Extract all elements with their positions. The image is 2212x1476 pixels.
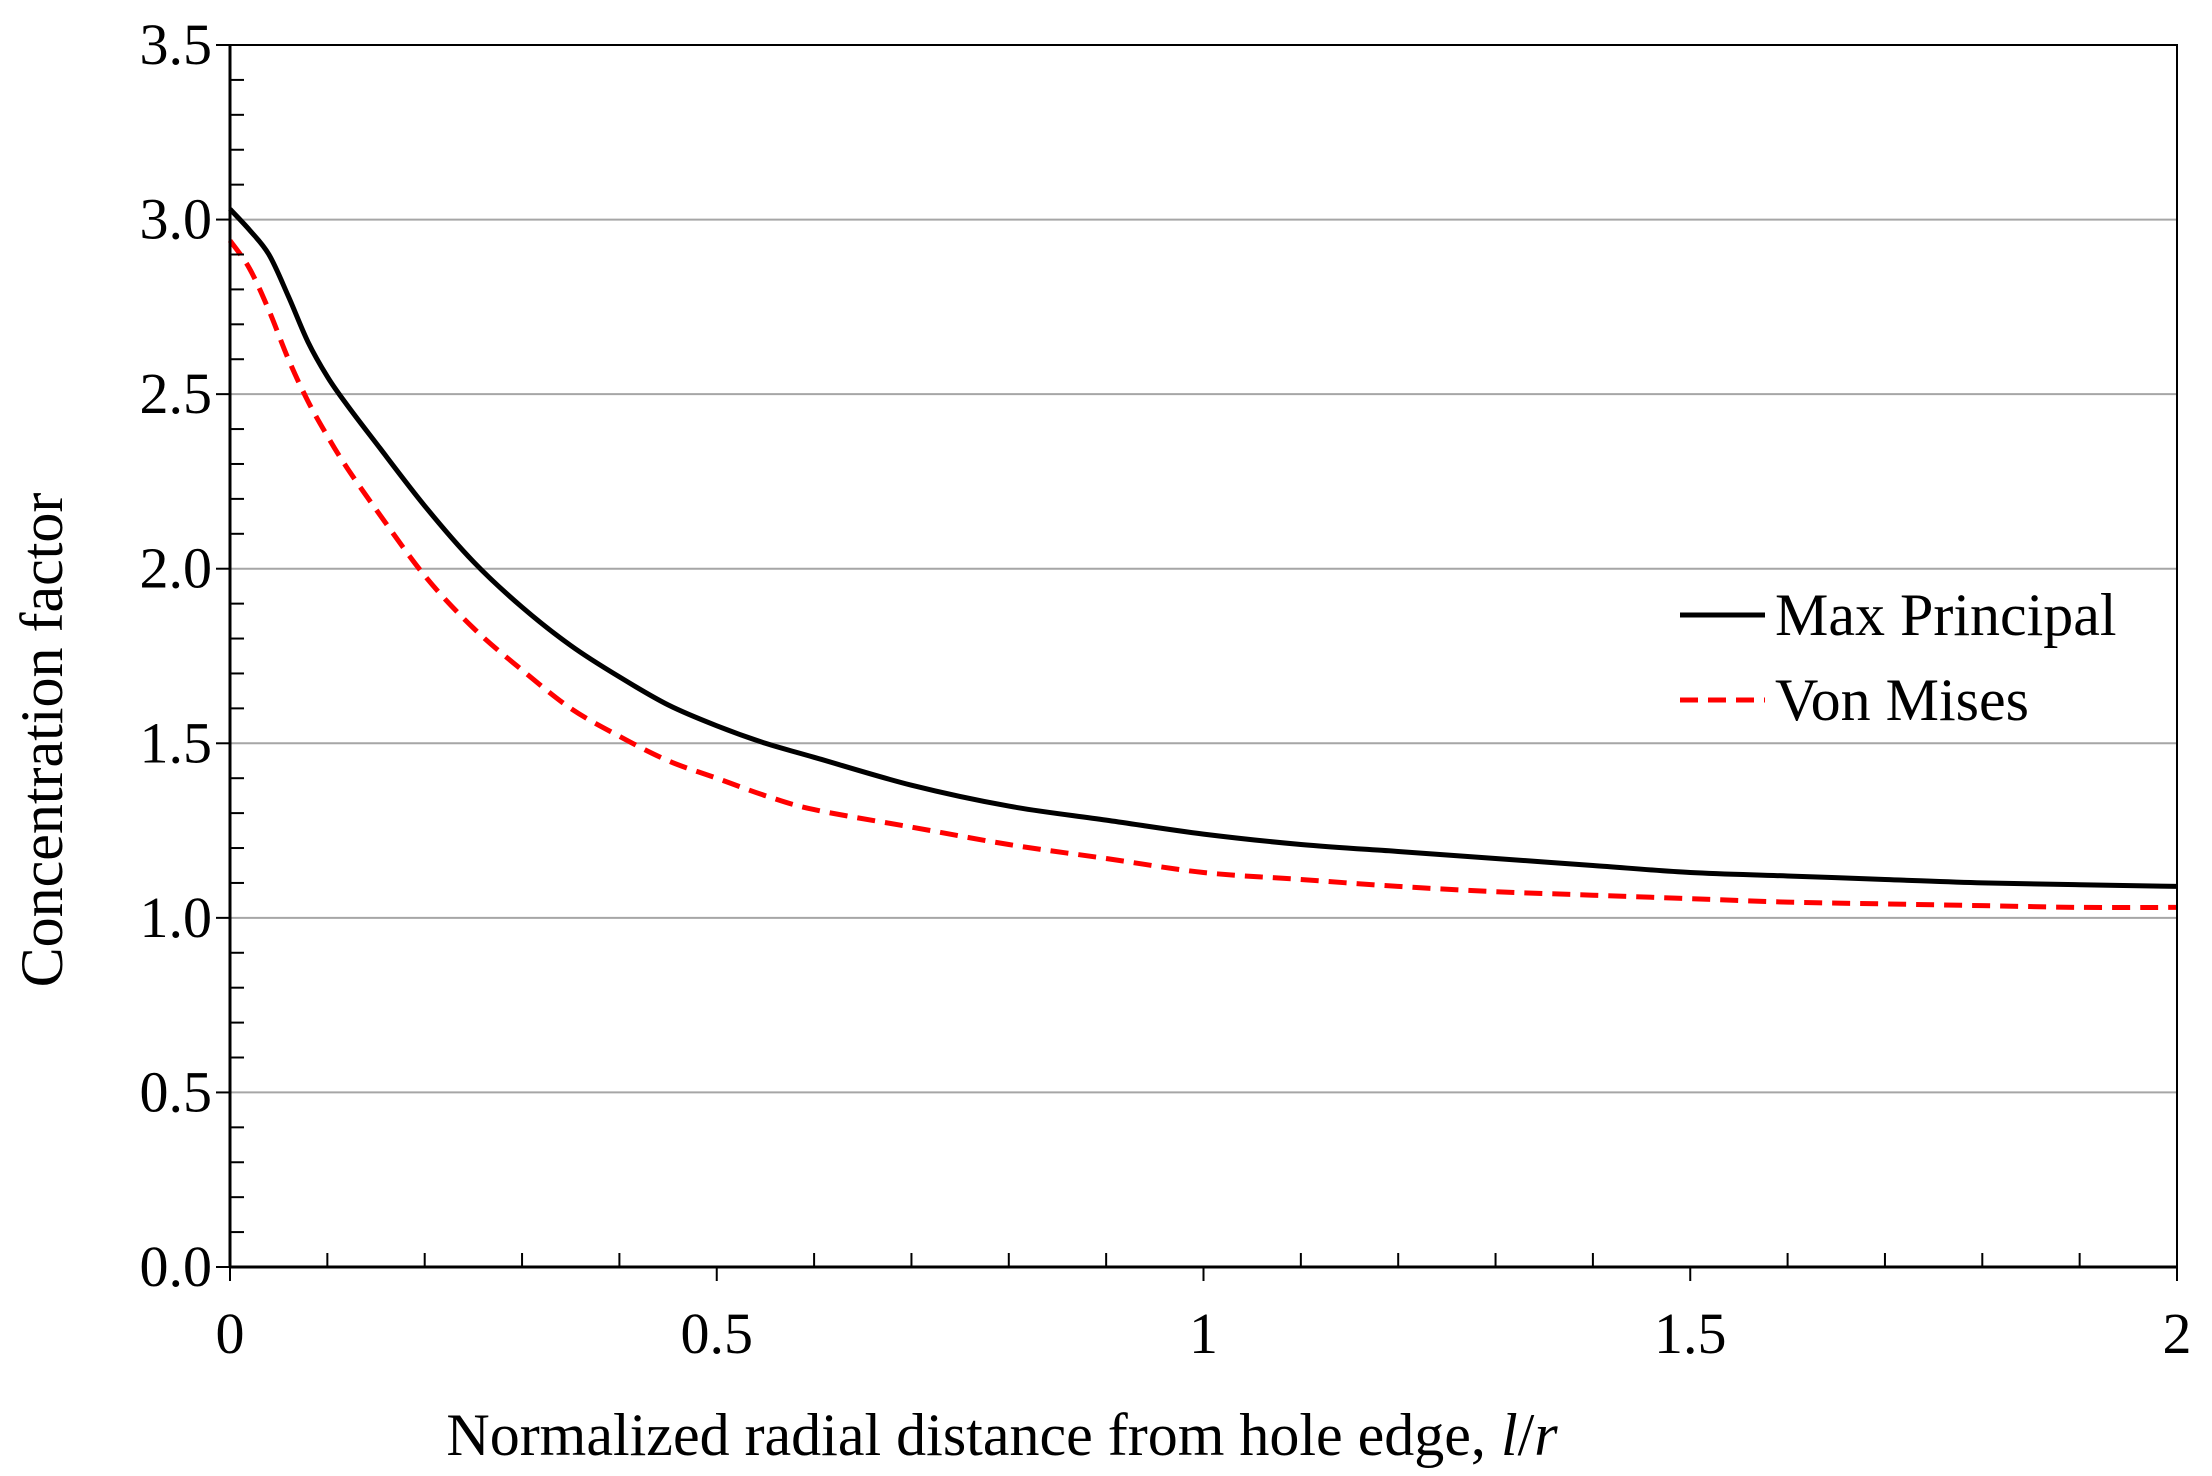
x-axis-title-main: Normalized radial distance from hole edg… xyxy=(446,1402,1501,1468)
y-tick-label: 1.0 xyxy=(140,885,213,950)
x-tick-label: 1 xyxy=(1189,1301,1218,1366)
x-axis-title-slash: / xyxy=(1518,1402,1535,1468)
series-line-max-principal xyxy=(228,207,2178,889)
plot-frame xyxy=(229,44,2178,1268)
x-tick-label: 0 xyxy=(216,1301,245,1366)
legend-label-von-mises: Von Mises xyxy=(1775,667,2029,733)
y-tick-label: 3.5 xyxy=(140,12,213,77)
y-tick-labels: 0.0 0.5 1.0 1.5 2.0 2.5 3.0 3.5 xyxy=(140,12,213,1299)
series-lines xyxy=(227,207,2178,911)
y-tick-label: 3.0 xyxy=(140,187,213,252)
x-tick-label: 2 xyxy=(2163,1301,2192,1366)
legend: Max Principal Von Mises xyxy=(1680,582,2117,733)
y-tick-label: 0.5 xyxy=(140,1059,213,1124)
y-axis-title: Concentration factor xyxy=(9,493,75,988)
axes xyxy=(216,44,2178,1281)
x-tick-label: 0.5 xyxy=(681,1301,754,1366)
y-tick-label: 1.5 xyxy=(140,710,213,775)
legend-label-max-principal: Max Principal xyxy=(1775,582,2117,648)
y-tick-label: 2.5 xyxy=(140,361,213,426)
series-line-von-mises xyxy=(227,239,2178,911)
x-axis-title-var-r: r xyxy=(1534,1402,1558,1468)
x-tick-label: 1.5 xyxy=(1654,1301,1727,1366)
y-tick-label: 2.0 xyxy=(140,536,213,601)
y-gridlines xyxy=(230,44,2177,1094)
x-tick-labels: 0 0.5 1 1.5 2 xyxy=(216,1301,2192,1366)
x-axis-title: Normalized radial distance from hole edg… xyxy=(446,1402,1558,1468)
x-axis-title-var-l: l xyxy=(1501,1402,1518,1468)
y-tick-label: 0.0 xyxy=(140,1234,213,1299)
